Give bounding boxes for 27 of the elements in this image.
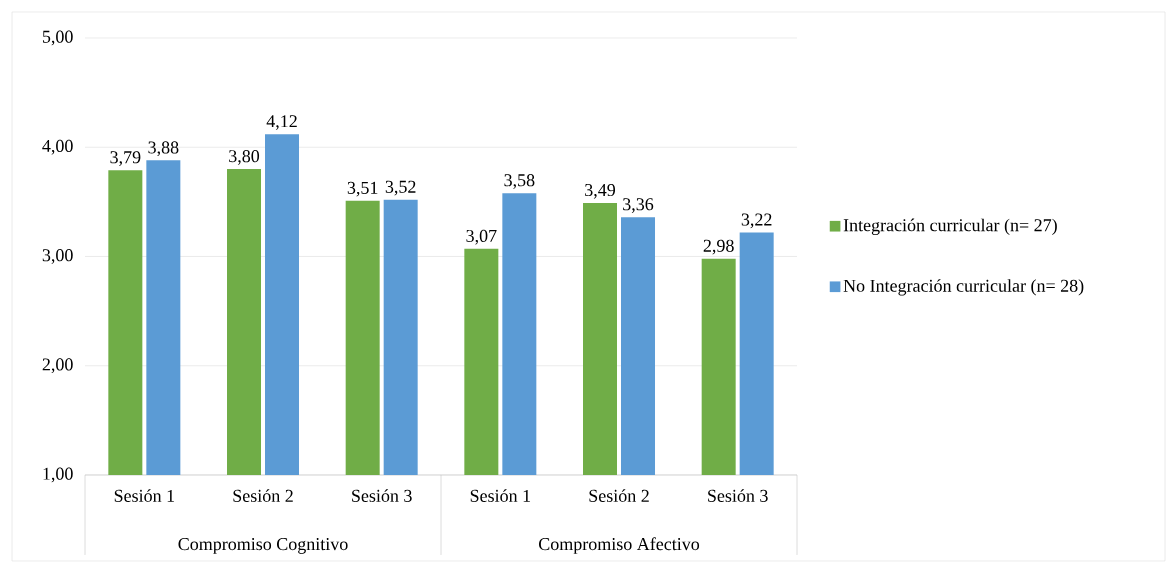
data-label: 3,80 xyxy=(229,150,260,165)
data-label: 4,12 xyxy=(266,115,297,130)
data-label: 3,36 xyxy=(623,198,654,213)
data-label: 3,52 xyxy=(385,180,416,196)
legend-label: Integración curricular (n= 27) xyxy=(843,218,1057,236)
data-label: 3,07 xyxy=(466,229,497,245)
x-tick-label: Sesión 3 xyxy=(352,489,412,502)
x-tick-label: Sesión 2 xyxy=(233,489,293,502)
data-label: 3,58 xyxy=(504,174,535,189)
data-label: 2,98 xyxy=(703,239,734,255)
y-tick-label: 1,00 xyxy=(43,467,73,483)
y-tick-label: 2,00 xyxy=(42,358,73,374)
data-label: 3,22 xyxy=(741,213,772,229)
data-label: 3,79 xyxy=(110,151,141,166)
y-tick-label: 5,00 xyxy=(42,30,73,46)
x-tick-label: Sesión 3 xyxy=(708,489,768,502)
legend-label: No Integración curricular (n= 28) xyxy=(843,279,1084,296)
x-tick-label: Sesión 1 xyxy=(470,489,531,502)
x-tick-label: Sesión 2 xyxy=(589,489,649,502)
y-tick-label: 3,00 xyxy=(42,249,73,264)
x-tick-label: Sesión 1 xyxy=(114,489,175,502)
data-label: 3,51 xyxy=(347,181,378,197)
text: Compromiso Afectivo xyxy=(539,537,700,554)
data-label: 3,49 xyxy=(585,184,616,199)
data-label: 3,88 xyxy=(148,141,179,157)
y-tick-label: 4,00 xyxy=(42,139,73,155)
text: Compromiso Cognitivo xyxy=(178,538,348,554)
